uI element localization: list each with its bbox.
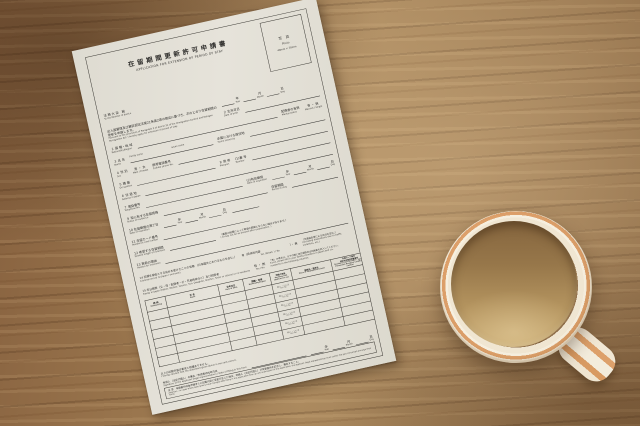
period-field: 在留期間 Period of stay: [270, 182, 288, 192]
blank-line: [231, 202, 260, 213]
passport-field: ８ 旅 券 Passport: [218, 158, 231, 168]
photo-label-jp: 写 真: [278, 34, 291, 41]
coffee-surface: [451, 221, 577, 347]
blank-line: [292, 167, 307, 176]
nationality-field: １ 国 籍・地 域 Nationality/Region: [110, 142, 133, 155]
passport-number-label: (1)番 号 Number: [234, 154, 247, 164]
photo-size: 40mm × 30mm: [277, 45, 297, 53]
address-field: ６ 住 居 地 Address in Japan: [120, 190, 141, 201]
photo-label-en: Photo: [281, 41, 290, 46]
passport-expiry-label: (2)有効期限 Date of expiration: [246, 174, 268, 186]
family-options: 有 ・ 無 Yes / No: [253, 261, 266, 271]
status-field: ９ 現に有する在留資格 Status of residence: [126, 210, 159, 224]
occupation-field: ５ 職 業 Occupation: [118, 180, 133, 190]
hometown-field: 本国における居住地 Home town/city: [216, 130, 245, 144]
marital-field: 配偶者の有無 Marital status: [280, 105, 300, 117]
blank-line: [184, 215, 199, 224]
name-field: ３ 氏 名 Name: [113, 157, 126, 167]
blank-line: [208, 210, 222, 218]
stay-expiry-field: 10 在留期間の満了日 Date of expiration: [128, 222, 159, 236]
photo-box: 写 真 Photo 40mm × 30mm: [259, 14, 312, 72]
blank-line: [316, 162, 330, 170]
blank-line: [220, 99, 235, 107]
phone-field: ７ 電話番号 Telephone No.: [123, 202, 141, 213]
card-field: 11 在留カード番号 Residence card number: [131, 234, 159, 247]
reason-field: 13 更新の理由 Reason for extension: [136, 258, 161, 270]
desired-field: 12 希望する在留期間 Desired length of extension: [133, 245, 166, 259]
blank-line: [163, 220, 177, 228]
sex-options: 男 ・ 女 Male / Female: [132, 164, 149, 175]
blank-line: [271, 172, 285, 180]
cellular-field: 携帯電話番号 Cellular phone No.: [151, 159, 174, 170]
blank-line: [242, 94, 256, 102]
minister-label: 法 務 大 臣 殿 To the Minister of Justice: [103, 109, 132, 121]
sex-field: ４ 性 別 Sex: [115, 168, 128, 178]
marital-options: 有 ・ 無 Married / Single: [304, 101, 323, 112]
blank-line: [266, 89, 280, 97]
